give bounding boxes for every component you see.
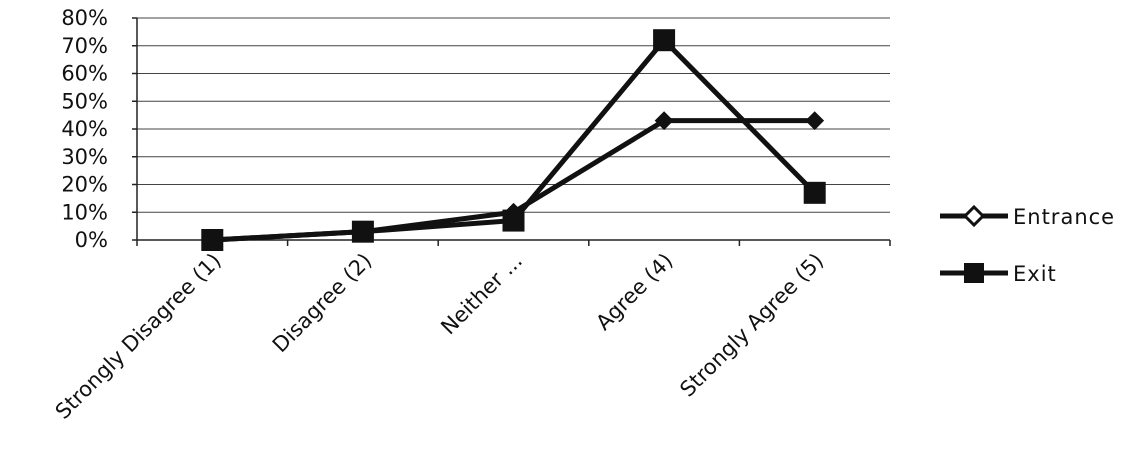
x-tick-label: Strongly Agree (5) <box>675 249 828 402</box>
x-tick-label: Strongly Disagree (1) <box>51 249 226 424</box>
y-tick-label: 10% <box>61 200 108 224</box>
x-tick-label: Disagree (2) <box>268 249 377 358</box>
x-tick-label: Agree (4) <box>591 249 677 335</box>
legend-item-entrance: Entrance <box>940 204 1115 229</box>
legend-label-exit: Exit <box>1013 262 1057 286</box>
legend-item-exit: Exit <box>940 262 1057 286</box>
legend-label-entrance: Entrance <box>1013 205 1115 229</box>
y-tick-label: 0% <box>75 228 108 252</box>
y-tick-label: 20% <box>61 173 108 197</box>
gridlines <box>137 17 890 213</box>
legend: Entrance Exit <box>940 204 1115 286</box>
y-tick-label: 30% <box>61 145 108 169</box>
data-point-exit <box>803 181 826 204</box>
legend-square-icon <box>964 263 984 283</box>
legend-diamond-icon <box>962 204 986 228</box>
x-tick-label: Neither ... <box>436 249 527 340</box>
data-point-exit <box>653 29 676 52</box>
y-tick-label: 60% <box>61 62 108 86</box>
data-point-exit <box>201 229 224 251</box>
data-point-exit <box>502 209 525 232</box>
data-point-entrance <box>805 111 825 131</box>
x-tick-labels: Strongly Disagree (1) Disagree (2) Neither… <box>51 240 891 424</box>
y-tick-labels: 0% 10% 20% 30% 40% 50% 60% 70% 80% <box>61 6 137 252</box>
y-tick-label: 40% <box>61 117 108 141</box>
series <box>201 29 826 251</box>
data-point-entrance <box>654 111 674 131</box>
data-point-exit <box>351 220 374 243</box>
y-tick-label: 50% <box>61 89 108 113</box>
y-tick-label: 80% <box>61 6 108 30</box>
y-tick-label: 70% <box>61 34 108 58</box>
